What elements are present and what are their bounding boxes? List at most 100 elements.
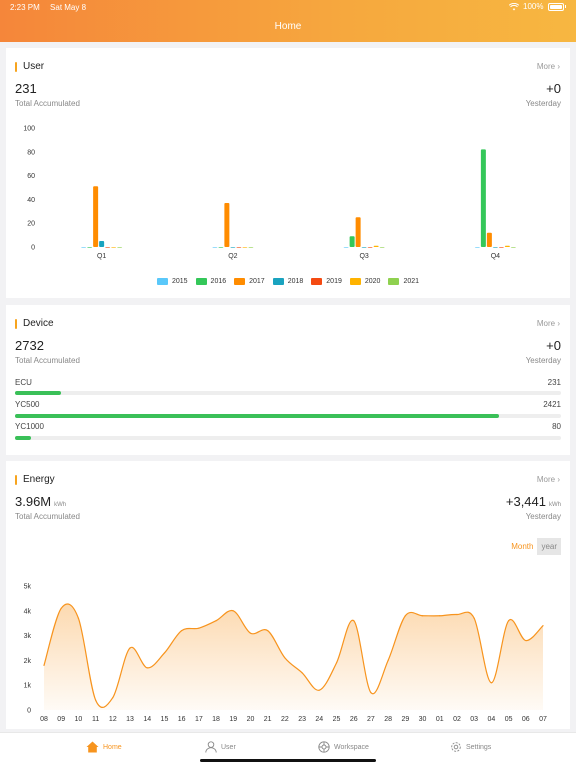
energy-point-04	[490, 682, 492, 684]
energy-point-21	[267, 630, 269, 632]
bar-2018-Q4	[492, 247, 498, 248]
device-more-button[interactable]: More ›	[537, 319, 560, 328]
tab-bar: Home User Workspace Settings	[0, 732, 576, 768]
energy-card: Energy More › 3.96M kWh Total Accumulated…	[6, 461, 570, 729]
energy-point-03	[473, 617, 475, 619]
device-row-value: 231	[547, 378, 561, 387]
x-tick-label: 10	[75, 716, 83, 723]
progress-fill	[15, 436, 31, 440]
legend-item-2018[interactable]: 2018	[272, 278, 304, 285]
x-tick-label: 27	[367, 716, 375, 723]
energy-point-20	[249, 632, 252, 634]
wifi-icon	[509, 2, 520, 10]
x-tick-label: 03	[470, 716, 478, 723]
legend-item-2017[interactable]: 2017	[234, 278, 265, 285]
device-card-title: Device	[15, 318, 54, 329]
legend-item-2016[interactable]: 2016	[195, 278, 226, 285]
energy-point-19	[232, 610, 234, 612]
chevron-right-icon: ›	[557, 475, 560, 484]
energy-unit: kWh	[54, 502, 67, 508]
user-delta-label: Yesterday	[525, 99, 561, 108]
energy-point-27	[370, 692, 372, 694]
x-tick-label: 14	[143, 716, 151, 723]
legend-item-2015[interactable]: 2015	[156, 278, 188, 285]
bar-2015-Q4	[474, 247, 480, 248]
legend-swatch	[349, 278, 361, 285]
energy-point-24	[318, 689, 320, 691]
tab-settings[interactable]: Settings	[450, 741, 491, 753]
device-progress-yc1000	[15, 436, 561, 440]
progress-fill	[15, 391, 62, 395]
period-toggle: Month year	[507, 538, 561, 555]
energy-point-09	[60, 607, 62, 609]
x-tick-label: Q2	[228, 253, 237, 260]
legend-item-2020[interactable]: 2020	[349, 278, 380, 285]
legend-label: 2018	[287, 278, 304, 285]
x-tick-label: 12	[109, 716, 117, 723]
energy-delta: +3,441 kWh	[506, 494, 561, 509]
legend-label: 2019	[326, 278, 342, 285]
x-tick-label: 28	[384, 716, 392, 723]
app-header: 2:23 PM Sat May 8 100% Home	[0, 0, 576, 42]
energy-point-22	[284, 657, 286, 659]
tab-user[interactable]: User	[205, 741, 236, 753]
title-accent-bar	[15, 61, 17, 72]
y-tick-label: 4k	[24, 608, 32, 615]
toggle-year[interactable]: year	[537, 538, 561, 555]
x-tick-label: 29	[401, 716, 409, 723]
x-tick-label: 17	[195, 716, 203, 723]
x-tick-label: 24	[315, 716, 323, 723]
energy-point-05	[507, 620, 510, 622]
energy-total-value: 3.96M	[15, 494, 52, 509]
chevron-right-icon: ›	[557, 319, 560, 328]
device-card: Device More › 2732 Total Accumulated +0 …	[6, 305, 570, 455]
bar-2018-Q2	[230, 247, 236, 248]
x-tick-label: 20	[247, 716, 255, 723]
device-progress-ecu	[15, 391, 561, 395]
tab-workspace[interactable]: Workspace	[318, 741, 369, 753]
x-tick-label: 04	[487, 716, 495, 723]
device-title-text: Device	[23, 318, 54, 329]
legend-swatch	[234, 278, 246, 285]
battery-icon	[547, 2, 564, 11]
energy-point-07	[542, 625, 544, 627]
energy-point-01	[439, 615, 441, 617]
legend-item-2021[interactable]: 2021	[388, 278, 419, 285]
user-card: User More › 231 Total Accumulated +0 Yes…	[6, 48, 570, 298]
device-delta: +0	[546, 338, 561, 353]
energy-point-18	[215, 620, 217, 622]
settings-icon	[451, 742, 461, 752]
energy-card-title: Energy	[15, 474, 55, 485]
energy-point-14	[146, 667, 148, 669]
energy-point-23	[301, 672, 303, 674]
energy-delta-label: Yesterday	[525, 512, 561, 521]
chart-legend: 2015 2016 2017 2018 2019 2020 2021	[6, 278, 570, 285]
y-tick-label: 0	[27, 708, 31, 715]
bar-2016-Q3	[349, 236, 355, 247]
x-tick-label: 09	[57, 716, 65, 723]
energy-delta-value: +3,441	[505, 494, 546, 509]
energy-point-08	[43, 664, 45, 666]
user-title-text: User	[23, 61, 45, 72]
user-delta: +0	[546, 81, 561, 96]
energy-title-text: Energy	[23, 474, 55, 485]
x-tick-label: 19	[229, 716, 237, 723]
energy-point-29	[404, 615, 406, 617]
energy-point-16	[181, 630, 183, 632]
legend-label: 2021	[403, 278, 420, 285]
tab-home[interactable]: Home	[86, 741, 122, 753]
user-more-button[interactable]: More ›	[537, 62, 560, 71]
x-tick-label: 02	[453, 716, 461, 723]
toggle-month[interactable]: Month	[511, 542, 534, 551]
status-indicators: 100%	[509, 2, 566, 11]
x-tick-label: 11	[92, 716, 99, 723]
legend-item-2019[interactable]: 2019	[311, 278, 342, 285]
device-row-value: 80	[552, 422, 561, 431]
legend-swatch	[388, 278, 400, 285]
device-progress-yc500	[15, 414, 561, 418]
energy-point-11	[95, 699, 97, 701]
bar-2019-Q1	[105, 247, 111, 248]
energy-more-button[interactable]: More ›	[537, 475, 560, 484]
legend-swatch	[272, 278, 284, 285]
legend-swatch	[195, 278, 207, 285]
